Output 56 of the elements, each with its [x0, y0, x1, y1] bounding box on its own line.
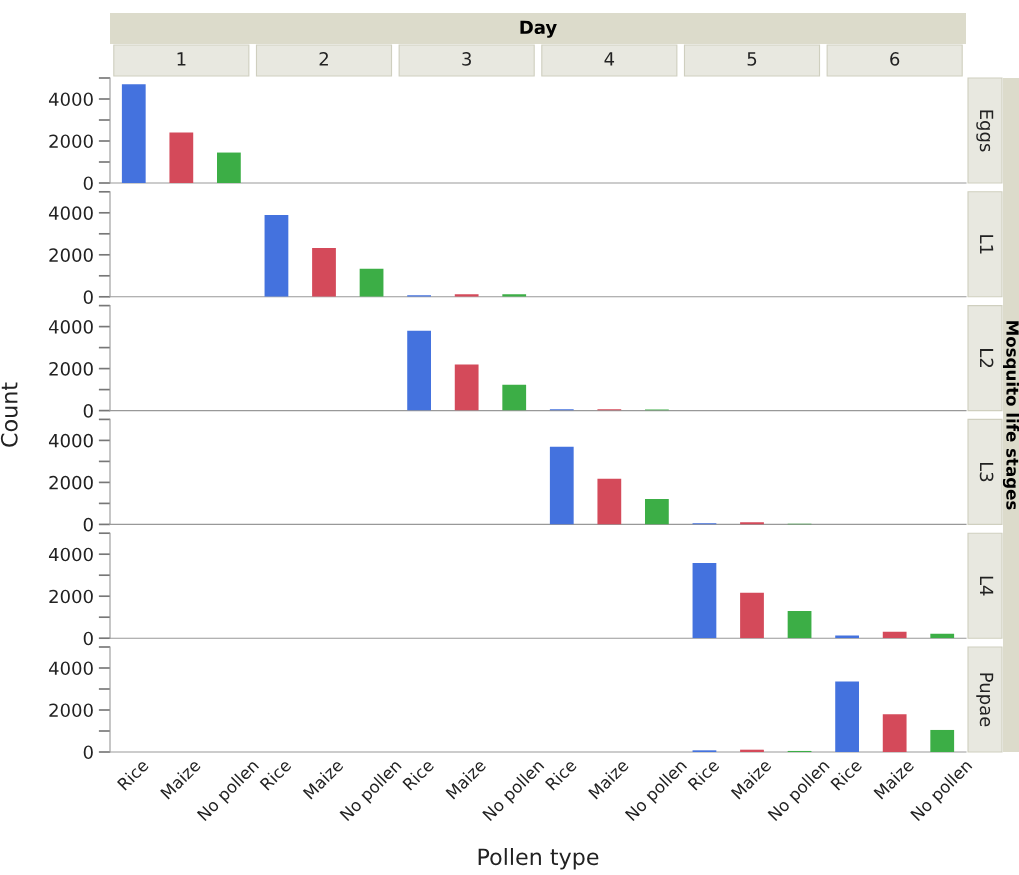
bar — [930, 633, 955, 639]
text: 1 — [177, 52, 186, 66]
bar — [312, 248, 336, 297]
y-tick-label: 2000 — [49, 362, 93, 376]
y-tick-label: 0 — [83, 517, 93, 532]
bar — [882, 714, 907, 752]
text: 4 — [604, 52, 615, 66]
bar — [835, 635, 859, 639]
y-tick-label: 2000 — [49, 475, 93, 490]
text: 2 — [319, 52, 328, 66]
y-tick-label: 0 — [83, 631, 93, 646]
y-tick-label: 0 — [83, 290, 93, 304]
y-tick-label: 4000 — [48, 433, 93, 448]
bar — [549, 446, 574, 525]
y-tick-label: 2000 — [49, 589, 93, 604]
bar — [882, 631, 907, 639]
y2-axis-title: L1 — [980, 235, 994, 254]
bar — [407, 330, 431, 411]
bar — [121, 84, 146, 183]
y-tick-label: 4000 — [48, 547, 93, 562]
bar — [502, 384, 527, 411]
y-tick-label: 2000 — [49, 248, 93, 262]
bar — [787, 610, 812, 639]
text: Mosquito life stages — [1002, 321, 1019, 510]
bar — [835, 681, 859, 752]
text: 5 — [747, 52, 757, 66]
bar — [930, 729, 955, 752]
bar — [359, 268, 384, 297]
bar — [217, 152, 241, 183]
y-tick-label: 0 — [83, 404, 93, 418]
y-tick-label: 4000 — [48, 92, 93, 107]
y-tick-label: 4000 — [48, 661, 93, 676]
bar — [740, 592, 764, 639]
y-tick-label: 4000 — [48, 320, 93, 334]
bar — [692, 563, 717, 639]
bar — [645, 498, 669, 525]
y2-axis-title: L3 — [979, 462, 994, 482]
y2-axis-title: L4 — [980, 576, 994, 596]
bar — [597, 478, 622, 525]
y2-axis-title: Eggs — [976, 110, 994, 152]
text: 3 — [462, 52, 471, 66]
y-axis-title: Count — [0, 382, 18, 447]
bar — [740, 522, 764, 525]
y-tick-label: 2000 — [49, 703, 93, 718]
x-axis-title: Pollen type — [478, 848, 599, 870]
bar — [264, 214, 289, 297]
chart-title: Day — [520, 20, 557, 38]
y-tick-label: 4000 — [48, 206, 93, 220]
bar — [169, 132, 194, 183]
y-tick-label: 2000 — [49, 134, 93, 149]
y2-axis-title: L2 — [980, 349, 994, 368]
y2-axis-title: Pupae — [976, 673, 994, 727]
bar — [454, 364, 479, 411]
y-tick-label: 0 — [83, 745, 93, 760]
text: 6 — [890, 52, 900, 66]
y-tick-label: 0 — [83, 176, 93, 191]
